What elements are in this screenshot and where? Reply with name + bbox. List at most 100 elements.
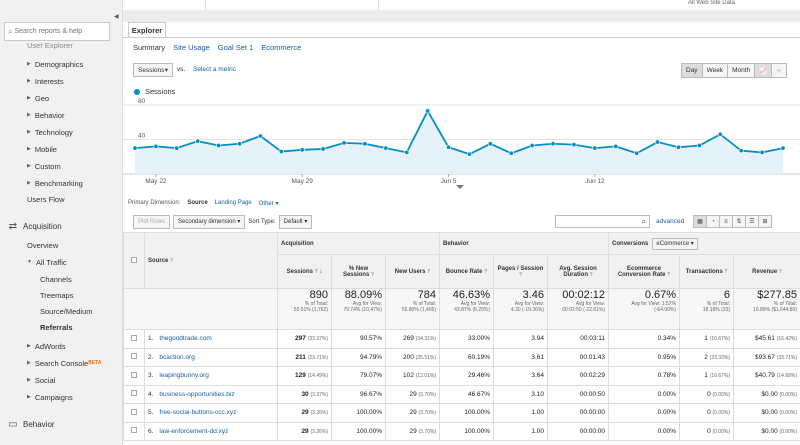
- caret-right-icon: ▶: [27, 377, 31, 383]
- sidebar-item-search-console[interactable]: ▶ Search Console BETA: [27, 358, 102, 368]
- col-pages-session[interactable]: Pages / Session ?: [493, 254, 549, 289]
- duration-value: 00:01:43: [579, 353, 606, 361]
- sidebar-item-behavior-sub[interactable]: ▶ Behavior: [27, 110, 65, 120]
- revenue-pct: (0.00%): [779, 410, 798, 417]
- sidebar-item-social[interactable]: ▶ Social: [27, 375, 56, 385]
- month-button[interactable]: Month: [727, 63, 756, 78]
- row-checkbox[interactable]: [131, 408, 137, 415]
- pivot-icon[interactable]: ⊞: [758, 215, 772, 228]
- col-new-sessions[interactable]: % New Sessions ?: [331, 254, 386, 289]
- row-checkbox-cell: [123, 421, 145, 441]
- sidebar-item-all-traffic[interactable]: ▼ All Traffic: [27, 257, 67, 267]
- col-revenue[interactable]: Revenue ?: [733, 254, 800, 289]
- sessions-cell: 29 (3.26%): [277, 421, 332, 441]
- new-sessions-cell: 100.00%: [331, 403, 386, 423]
- sidebar-item-benchmarking[interactable]: ▶ Benchmarking: [27, 178, 83, 188]
- new-users-cell: 102 (13.01%): [384, 366, 441, 386]
- tab-explorer[interactable]: Explorer: [128, 22, 166, 38]
- secondary-dimension-select[interactable]: Secondary dimension ▾: [173, 214, 246, 229]
- help-icon: ?: [724, 268, 728, 275]
- col-avg-duration[interactable]: Avg. Session Duration ?: [547, 254, 610, 289]
- source-header[interactable]: Source ?: [144, 232, 278, 289]
- row-checkbox[interactable]: [131, 371, 137, 378]
- sessions-cell: 129 (14.49%): [277, 366, 332, 386]
- sidebar-item-interests[interactable]: ▶ Interests: [27, 76, 64, 86]
- select-metric-link[interactable]: Select a metric: [193, 66, 236, 73]
- collapse-sidebar-icon[interactable]: ◀: [114, 14, 119, 20]
- col-sessions[interactable]: Sessions ? ↓: [277, 254, 332, 289]
- sidebar-item-campaigns[interactable]: ▶ Campaigns: [27, 392, 73, 402]
- dimension-landing-page[interactable]: Landing Page: [214, 200, 252, 206]
- col-new-users[interactable]: New Users ?: [384, 254, 441, 289]
- row-checkbox[interactable]: [131, 334, 137, 341]
- search-reports-input[interactable]: [14, 28, 105, 35]
- col-bounce-rate[interactable]: Bounce Rate ?: [439, 254, 495, 289]
- sidebar-section-acquisition[interactable]: ⇄ Acquisition: [0, 217, 122, 235]
- source-link[interactable]: free-social-buttons-ccc.xyz: [159, 409, 237, 417]
- caret-right-icon: ▶: [27, 394, 31, 400]
- subtab-summary[interactable]: Summary: [133, 43, 166, 52]
- source-link[interactable]: bcaction.org: [159, 353, 195, 361]
- select-all-checkbox[interactable]: [131, 256, 137, 263]
- new-sessions-cell: 100.00%: [331, 421, 386, 441]
- pages-value: 1.00: [531, 427, 545, 435]
- sidebar-item-geo[interactable]: ▶ Geo: [27, 93, 50, 103]
- source-link[interactable]: business-opportunities.biz: [159, 390, 235, 398]
- sidebar-item-demographics[interactable]: ▶ Demographics: [27, 59, 84, 69]
- day-button[interactable]: Day: [681, 63, 703, 78]
- dimension-source[interactable]: Source: [187, 200, 208, 206]
- sidebar-item-source-medium[interactable]: Source/Medium: [40, 306, 93, 316]
- sidebar-item-user-explorer[interactable]: User Explorer: [27, 41, 73, 50]
- line-chart-icon[interactable]: 📈: [754, 63, 773, 78]
- motion-chart-icon[interactable]: ⁘: [771, 63, 787, 78]
- subtab-ecommerce[interactable]: Ecommerce: [261, 43, 302, 52]
- x-tick-label: May 29: [292, 178, 314, 185]
- week-button[interactable]: Week: [701, 63, 729, 78]
- sidebar-item-referrals[interactable]: Referrals: [40, 322, 73, 332]
- conv-value: 0.00%: [657, 390, 677, 398]
- dimension-other[interactable]: Other ▾: [258, 201, 279, 207]
- subtab-goal-set-1[interactable]: Goal Set 1: [217, 43, 254, 52]
- sort-type-select[interactable]: Default ▾: [278, 214, 313, 229]
- row-checkbox[interactable]: [131, 390, 137, 397]
- source-link[interactable]: thegoodtrade.com: [159, 335, 212, 343]
- advanced-filter-link[interactable]: advanced: [656, 218, 685, 225]
- sidebar-section-behavior[interactable]: ▭ Behavior: [0, 415, 122, 433]
- sidebar-item-treemaps[interactable]: Treemaps: [40, 290, 74, 300]
- sessions-value: 211: [295, 353, 306, 361]
- performance-icon[interactable]: ≡: [719, 215, 733, 228]
- sidebar-item-users-flow[interactable]: Users Flow: [27, 194, 65, 204]
- sidebar-item-mobile[interactable]: ▶ Mobile: [27, 144, 57, 154]
- col-transactions[interactable]: Transactions ?: [679, 254, 735, 289]
- comparison-icon[interactable]: ⇅: [732, 215, 746, 228]
- table-search-input[interactable]: ⌕: [555, 215, 650, 228]
- subtab-site-usage[interactable]: Site Usage: [173, 43, 210, 52]
- col-conv-rate[interactable]: Ecommerce Conversion Rate ?: [608, 254, 681, 289]
- sidebar-item-channels[interactable]: Channels: [40, 274, 72, 284]
- duration-cell: 00:02:29: [547, 366, 610, 386]
- metric-select[interactable]: Sessions ▾: [133, 63, 173, 77]
- new-sessions-cell: 96.67%: [331, 384, 386, 404]
- row-checkbox[interactable]: [131, 353, 137, 360]
- search-box[interactable]: ⌕: [4, 22, 110, 41]
- source-link[interactable]: law-enforcement-dd.xyz: [159, 427, 229, 435]
- group-conversions: Conversions eCommerce ▾: [608, 232, 800, 255]
- new-sessions-value: 96.67%: [359, 390, 382, 398]
- sidebar-item-technology[interactable]: ▶ Technology: [27, 127, 73, 137]
- help-icon: ?: [170, 257, 174, 264]
- source-link[interactable]: leapingbunny.org: [159, 372, 209, 380]
- sidebar-item-overview[interactable]: Overview: [27, 240, 59, 250]
- transactions-cell: 1 (16.67%): [679, 329, 735, 349]
- legend-dot: [134, 88, 140, 95]
- term-cloud-icon[interactable]: ☰: [745, 215, 759, 228]
- transactions-pct: (0.00%): [712, 410, 731, 417]
- data-table-icon[interactable]: ▦: [693, 215, 707, 228]
- sidebar-item-custom[interactable]: ▶ Custom: [27, 161, 61, 171]
- sidebar-item-adwords[interactable]: ▶ AdWords: [27, 341, 66, 351]
- plot-rows-button[interactable]: Plot Rows: [133, 214, 171, 229]
- conversion-select[interactable]: eCommerce ▾: [652, 237, 698, 250]
- row-checkbox[interactable]: [131, 427, 137, 434]
- bounce-cell: 46.67%: [439, 384, 495, 404]
- pie-chart-icon[interactable]: ◔: [706, 215, 720, 228]
- row-checkbox-cell: [123, 366, 145, 386]
